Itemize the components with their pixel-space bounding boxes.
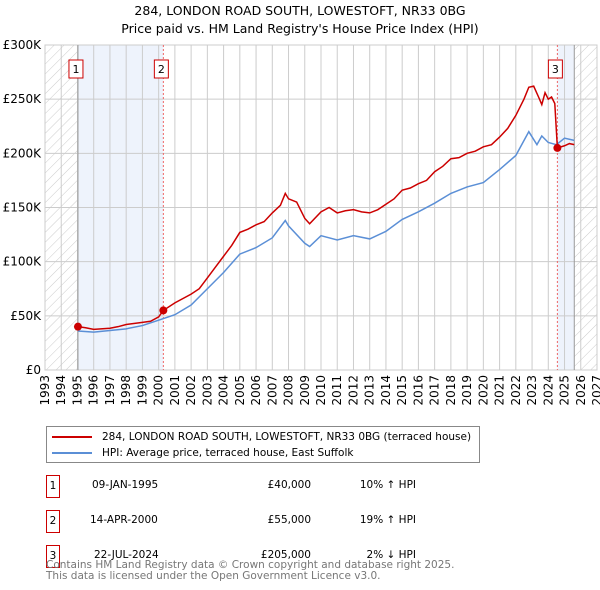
legend-swatch-red xyxy=(52,436,92,438)
y-tick-label: £100K xyxy=(3,255,43,269)
x-tick-label: 1993 xyxy=(38,375,52,406)
sale-date: 14-APR-2000 xyxy=(90,514,158,526)
x-tick-label: 2004 xyxy=(217,375,231,406)
sale-date: 22-JUL-2024 xyxy=(94,549,159,561)
x-tick-label: 2012 xyxy=(346,375,360,406)
x-tick-label: 1998 xyxy=(119,375,133,406)
hpi-line xyxy=(77,130,575,333)
x-tick-label: 2005 xyxy=(233,375,247,406)
sale-marker-label: 2 xyxy=(158,63,165,76)
x-tick-label: 2010 xyxy=(314,375,328,406)
x-tick-label: 2023 xyxy=(525,375,539,406)
y-tick-label: £300K xyxy=(3,38,43,52)
x-tick-label: 2019 xyxy=(460,375,474,406)
x-tick-label: 2003 xyxy=(200,375,214,406)
x-tick-label: 1999 xyxy=(135,375,149,406)
x-tick-label: 2011 xyxy=(330,375,344,406)
sale-price: £40,000 xyxy=(267,479,311,491)
x-tick-label: 2017 xyxy=(428,375,442,406)
x-tick-label: 2006 xyxy=(249,375,263,406)
legend-label: HPI: Average price, terraced house, East… xyxy=(102,447,354,459)
sale-row: 3 22-JUL-2024 £205,000 2% ↓ HPI xyxy=(46,545,466,569)
x-tick-label: 2000 xyxy=(152,375,166,406)
footer-line-1: Contains HM Land Registry data © Crown c… xyxy=(46,559,455,571)
x-tick-label: 2027 xyxy=(590,375,600,406)
title-line-2: Price paid vs. HM Land Registry's House … xyxy=(121,21,479,36)
x-tick-label: 2015 xyxy=(395,375,409,406)
sale-marker-box xyxy=(153,59,169,79)
y-tick-label: £200K xyxy=(3,146,43,160)
sale-price: £205,000 xyxy=(260,549,311,561)
price-line xyxy=(77,85,575,331)
x-tick-label: 1994 xyxy=(54,375,68,406)
sale-marker-box xyxy=(547,59,563,79)
x-tick-label: 2009 xyxy=(298,375,312,406)
chart-title: 284, LONDON ROAD SOUTH, LOWESTOFT, NR33 … xyxy=(0,2,600,38)
sale-row: 2 14-APR-2000 £55,000 19% ↑ HPI xyxy=(46,510,466,534)
sale-row: 1 09-JAN-1995 £40,000 10% ↑ HPI xyxy=(46,475,466,499)
x-tick-label: 2025 xyxy=(558,375,572,406)
sale-date: 09-JAN-1995 xyxy=(92,479,159,491)
x-tick-label: 2008 xyxy=(282,375,296,406)
y-tick-label: £150K xyxy=(3,201,43,215)
x-tick-label: 2020 xyxy=(476,375,490,406)
sale-marker-label: 1 xyxy=(72,63,79,76)
sale-marker-box xyxy=(68,59,84,79)
sale-hpi: 19% ↑ HPI xyxy=(359,514,416,526)
x-tick-label: 2014 xyxy=(379,375,393,406)
legend-item-hpi: HPI: Average price, terraced house, East… xyxy=(52,447,353,459)
x-tick-label: 2018 xyxy=(444,375,458,406)
legend: 284, LONDON ROAD SOUTH, LOWESTOFT, NR33 … xyxy=(46,426,480,463)
sale-number: 1 xyxy=(46,475,60,498)
legend-swatch-blue xyxy=(52,452,92,454)
x-tick-label: 2016 xyxy=(411,375,425,406)
footer-line-2: This data is licensed under the Open Gov… xyxy=(46,570,381,582)
sale-point xyxy=(553,143,562,152)
x-tick-label: 2007 xyxy=(265,375,279,406)
legend-label: 284, LONDON ROAD SOUTH, LOWESTOFT, NR33 … xyxy=(102,431,472,443)
sale-hpi: 10% ↑ HPI xyxy=(359,479,416,491)
sale-hpi: 2% ↓ HPI xyxy=(366,549,416,561)
y-tick-label: £0 xyxy=(26,363,41,377)
x-tick-label: 1996 xyxy=(87,375,101,406)
sale-point xyxy=(159,306,168,315)
legend-item-property: 284, LONDON ROAD SOUTH, LOWESTOFT, NR33 … xyxy=(52,431,471,443)
x-tick-label: 2002 xyxy=(184,375,198,406)
y-tick-label: £250K xyxy=(3,92,43,106)
x-tick-label: 2013 xyxy=(363,375,377,406)
footer: Contains HM Land Registry data © Crown c… xyxy=(46,560,454,582)
x-tick-label: 2026 xyxy=(574,375,588,406)
x-tick-label: 1997 xyxy=(103,375,117,406)
sale-point xyxy=(73,322,82,331)
x-tick-label: 2021 xyxy=(493,375,507,406)
sale-number: 2 xyxy=(46,510,60,533)
sale-marker-label: 3 xyxy=(552,63,559,76)
title-line-1: 284, LONDON ROAD SOUTH, LOWESTOFT, NR33 … xyxy=(134,3,466,18)
plot-border xyxy=(44,44,598,371)
sale-number: 3 xyxy=(46,545,60,568)
x-tick-label: 2001 xyxy=(168,375,182,406)
x-tick-label: 1995 xyxy=(70,375,84,406)
x-tick-label: 2024 xyxy=(541,375,555,406)
sale-price: £55,000 xyxy=(267,514,311,526)
x-tick-label: 2022 xyxy=(509,375,523,406)
y-tick-label: £50K xyxy=(10,309,42,323)
